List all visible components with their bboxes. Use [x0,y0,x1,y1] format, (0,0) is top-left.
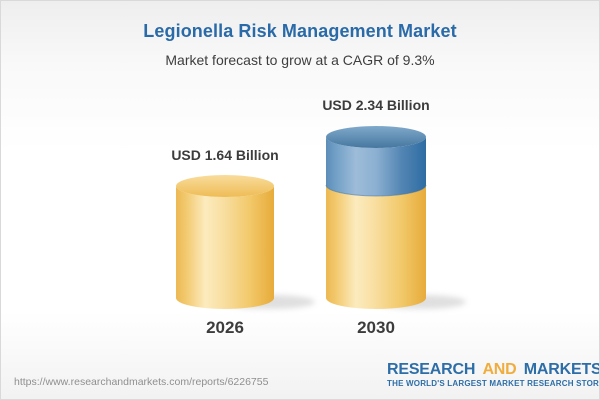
bar-2026-body [176,186,274,309]
report-url: https://www.researchandmarkets.com/repor… [14,376,269,388]
research-and-markets-logo: RESEARCH AND MARKETS THE WORLD'S LARGEST… [387,361,600,388]
bar-2030-top [326,126,426,148]
value-label-2030: USD 2.34 Billion [322,97,430,113]
bar-2030-growth-segment [326,137,426,196]
chart-subtitle: Market forecast to grow at a CAGR of 9.3… [165,52,435,68]
category-label-2026: 2026 [206,318,244,337]
bar-2026-top [176,175,274,197]
logo-word-markets: MARKETS [523,361,600,378]
chart-title: Legionella Risk Management Market [143,21,457,41]
value-label-2026: USD 1.64 Billion [171,147,279,163]
bar-2030 [325,126,466,309]
logo-wordmark: RESEARCH AND MARKETS [387,361,600,378]
logo-word-and: AND [482,361,517,378]
logo-tagline: THE WORLD'S LARGEST MARKET RESEARCH STOR… [387,379,600,388]
bar-2030-segment-rim [325,184,427,197]
logo-word-research: RESEARCH [387,361,476,378]
bar-2030-base-segment [326,185,426,309]
category-label-2030: 2030 [357,318,395,337]
bar-2026 [176,175,315,309]
